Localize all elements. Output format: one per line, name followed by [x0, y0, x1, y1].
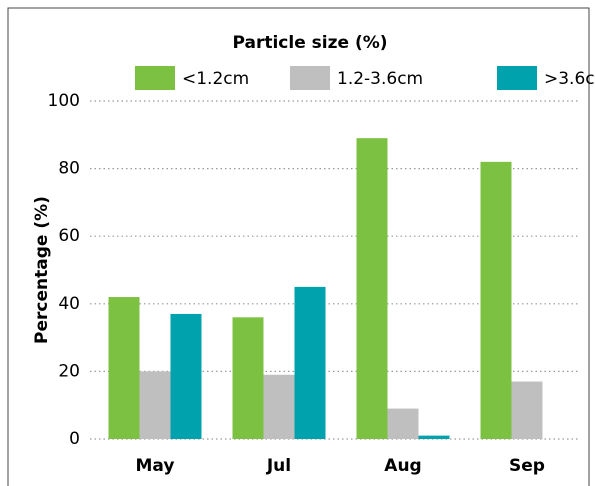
bar: [139, 371, 171, 439]
legend-label: <1.2cm: [182, 69, 249, 89]
legend-label: 1.2-3.6cm: [337, 69, 423, 89]
y-tick-label: 20: [58, 361, 80, 381]
bar: [294, 286, 326, 439]
bar: [170, 313, 202, 439]
y-tick-label: 80: [58, 159, 80, 179]
y-tick-label: 60: [58, 226, 80, 246]
y-axis-label: Percentage (%): [32, 196, 52, 344]
legend-swatch: [497, 66, 537, 90]
bar: [356, 138, 388, 439]
y-tick-label: 100: [48, 91, 80, 111]
y-tick-label: 0: [69, 429, 80, 449]
x-tick-label: Jul: [266, 456, 291, 476]
x-tick-label: Aug: [384, 456, 421, 476]
bar: [108, 297, 140, 439]
bar: [232, 317, 264, 439]
frame: [7, 7, 590, 486]
chart-title: Particle size (%): [232, 33, 387, 53]
bar: [480, 161, 512, 439]
legend-swatch: [290, 66, 330, 90]
y-tick-label: 40: [58, 294, 80, 314]
bar: [511, 381, 543, 439]
x-tick-label: Sep: [509, 456, 545, 476]
bar: [418, 435, 450, 439]
legend-swatch: [135, 66, 175, 90]
bar: [263, 374, 295, 439]
x-tick-label: May: [136, 456, 175, 476]
legend-label: >3.6cm: [544, 69, 595, 89]
bar: [387, 408, 419, 439]
